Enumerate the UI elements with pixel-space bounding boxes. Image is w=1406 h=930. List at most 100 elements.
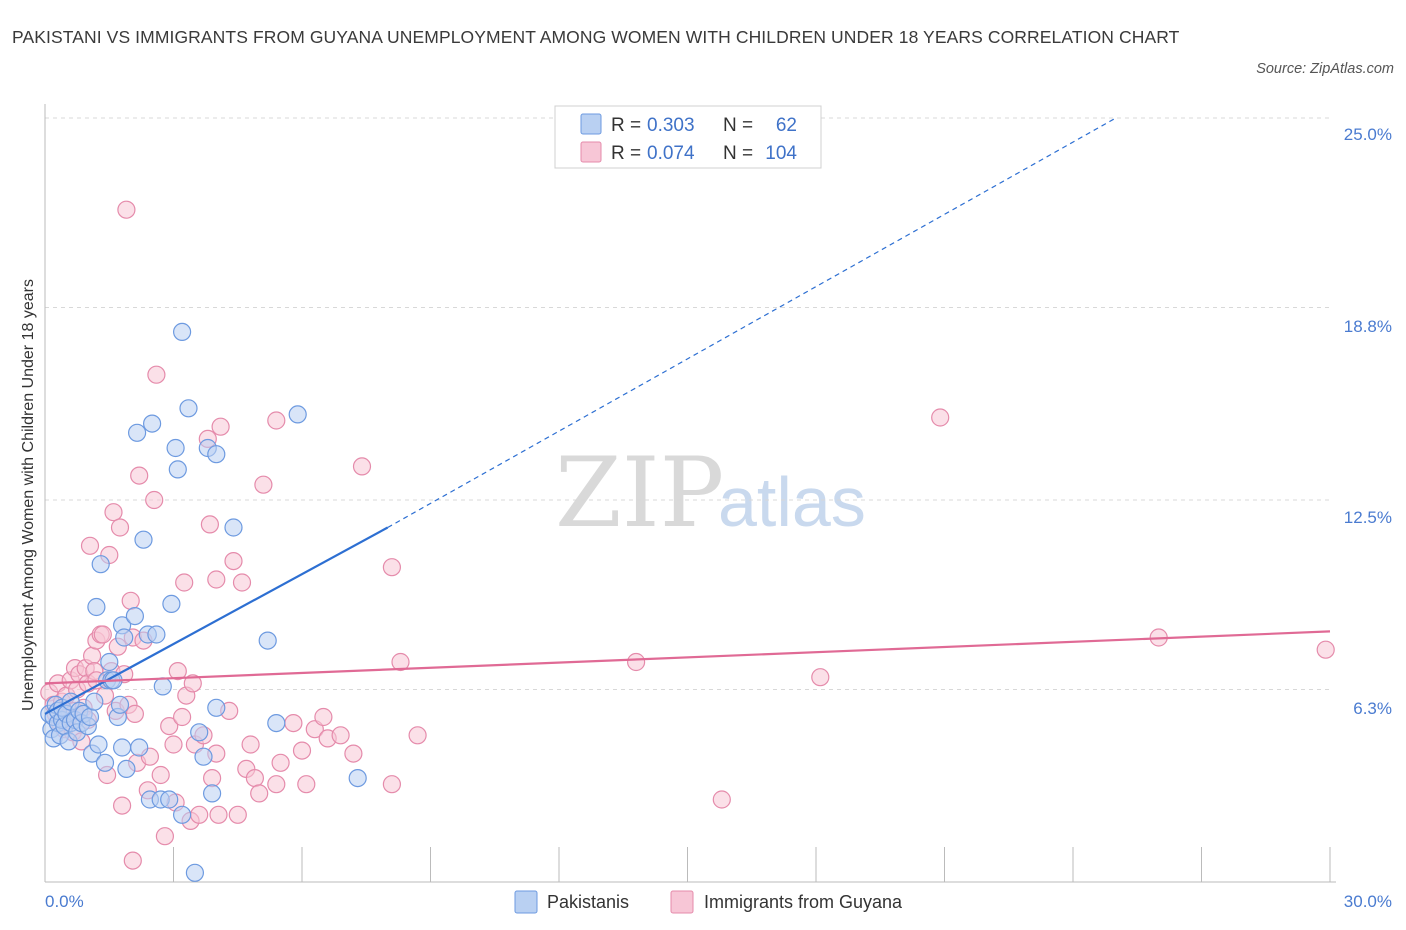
point-guyana-82 <box>271 753 290 772</box>
legend-n-value-1: 62 <box>776 115 797 136</box>
point-pakistani-63 <box>258 631 277 650</box>
trend-line-guyana <box>44 630 1331 685</box>
point-guyana-97 <box>712 790 731 809</box>
point-guyana-87 <box>314 707 333 727</box>
series-legend: Pakistanis Immigrants from Guyana <box>514 890 903 914</box>
trend-line-pakistanis <box>44 526 389 715</box>
point-guyana-20 <box>80 536 100 555</box>
point-guyana-31 <box>104 503 123 522</box>
point-guyana-51 <box>155 827 174 846</box>
point-guyana-49 <box>147 365 166 384</box>
point-guyana-98 <box>811 668 830 687</box>
point-guyana-95 <box>408 726 427 745</box>
trend-lines <box>44 117 1331 715</box>
y-axis-title: Unemployment Among Women with Children U… <box>20 279 37 711</box>
point-guyana-99 <box>931 408 950 427</box>
point-guyana-83 <box>284 713 303 733</box>
point-guyana-94 <box>391 652 410 672</box>
point-guyana-69 <box>209 805 228 824</box>
point-guyana-34 <box>110 518 130 537</box>
x-tick-label-max: 30.0% <box>1344 892 1392 911</box>
series-legend-swatch-pakistanis <box>514 890 538 914</box>
point-pakistani-29 <box>100 652 119 672</box>
point-guyana-48 <box>145 490 164 510</box>
point-guyana-41 <box>123 851 142 870</box>
point-pakistani-64 <box>267 713 286 733</box>
point-guyana-96 <box>626 652 646 672</box>
point-pakistani-50 <box>166 438 185 458</box>
point-guyana-35 <box>112 796 132 815</box>
watermark-zip: ZIP <box>555 437 724 549</box>
point-guyana-26 <box>93 625 112 644</box>
point-pakistani-55 <box>185 863 204 882</box>
point-guyana-42 <box>125 704 144 724</box>
point-pakistani-33 <box>110 695 130 714</box>
y-tick-label-12-5: 12.5% <box>1344 508 1392 527</box>
legend-r-label-2: R = <box>611 143 641 164</box>
point-guyana-52 <box>160 716 179 736</box>
legend-n-label-2: N = <box>723 143 753 164</box>
point-guyana-93 <box>382 775 401 794</box>
point-pakistani-21 <box>80 707 100 727</box>
point-pakistani-24 <box>87 597 106 617</box>
legend-n-value-2: 104 <box>765 143 797 164</box>
point-pakistani-37 <box>117 759 136 779</box>
legend-n-label-1: N = <box>723 115 753 136</box>
point-pakistani-56 <box>190 723 209 742</box>
point-guyana-85 <box>297 775 316 794</box>
axes <box>44 104 1336 883</box>
point-pakistani-53 <box>173 322 192 341</box>
point-guyana-74 <box>232 573 252 592</box>
y-axis-ticks: 25.0% 18.8% 12.5% 6.3% <box>1344 125 1392 718</box>
point-guyana-101 <box>1316 640 1335 659</box>
point-pakistani-44 <box>143 414 162 433</box>
point-guyana-73 <box>228 805 247 824</box>
point-guyana-80 <box>267 775 286 794</box>
grid <box>45 117 1330 690</box>
series-legend-swatch-guyana <box>670 890 694 914</box>
legend-r-label-1: R = <box>611 115 641 136</box>
point-pakistani-38 <box>125 606 144 626</box>
point-pakistani-40 <box>130 738 149 757</box>
point-guyana-67 <box>207 570 226 589</box>
point-guyana-70 <box>211 417 230 436</box>
y-tick-label-6-3: 6.3% <box>1353 699 1392 718</box>
point-guyana-37 <box>117 200 136 219</box>
point-pakistani-39 <box>128 423 147 442</box>
x-tick-label-min: 0.0% <box>45 892 84 911</box>
point-guyana-62 <box>190 805 209 824</box>
legend-swatch-guyana <box>580 141 602 163</box>
point-guyana-55 <box>168 661 187 681</box>
point-guyana-21 <box>82 646 102 666</box>
chart-title: PAKISTANI VS IMMIGRANTS FROM GUYANA UNEM… <box>12 27 1180 47</box>
point-guyana-57 <box>175 573 194 592</box>
point-pakistani-41 <box>134 530 153 549</box>
series-legend-label-guyana: Immigrants from Guyana <box>704 892 903 912</box>
point-guyana-76 <box>241 735 260 754</box>
point-pakistani-65 <box>288 405 307 424</box>
point-pakistani-26 <box>91 555 110 574</box>
point-guyana-60 <box>183 674 202 693</box>
point-pakistani-48 <box>160 790 179 809</box>
point-pakistani-66 <box>348 768 367 788</box>
point-pakistani-27 <box>95 753 115 772</box>
series-legend-label-pakistanis: Pakistanis <box>547 892 629 912</box>
trend-line-pakistanis-extrapolated <box>387 117 1117 529</box>
point-pakistani-45 <box>147 625 166 644</box>
point-pakistani-62 <box>224 518 243 537</box>
legend-r-value-2: 0.074 <box>647 143 695 164</box>
legend-r-value-1: 0.303 <box>647 115 695 136</box>
point-guyana-72 <box>224 551 243 571</box>
point-pakistani-52 <box>173 805 192 824</box>
watermark: ZIP atlas <box>555 437 866 549</box>
y-tick-label-25: 25.0% <box>1344 125 1392 144</box>
point-pakistani-49 <box>162 594 181 614</box>
point-pakistani-35 <box>112 738 132 757</box>
point-guyana-79 <box>254 475 273 494</box>
point-guyana-56 <box>173 707 192 727</box>
point-guyana-92 <box>382 558 401 577</box>
point-guyana-39 <box>121 591 140 610</box>
point-pakistani-57 <box>194 747 213 766</box>
point-pakistani-54 <box>179 399 198 418</box>
